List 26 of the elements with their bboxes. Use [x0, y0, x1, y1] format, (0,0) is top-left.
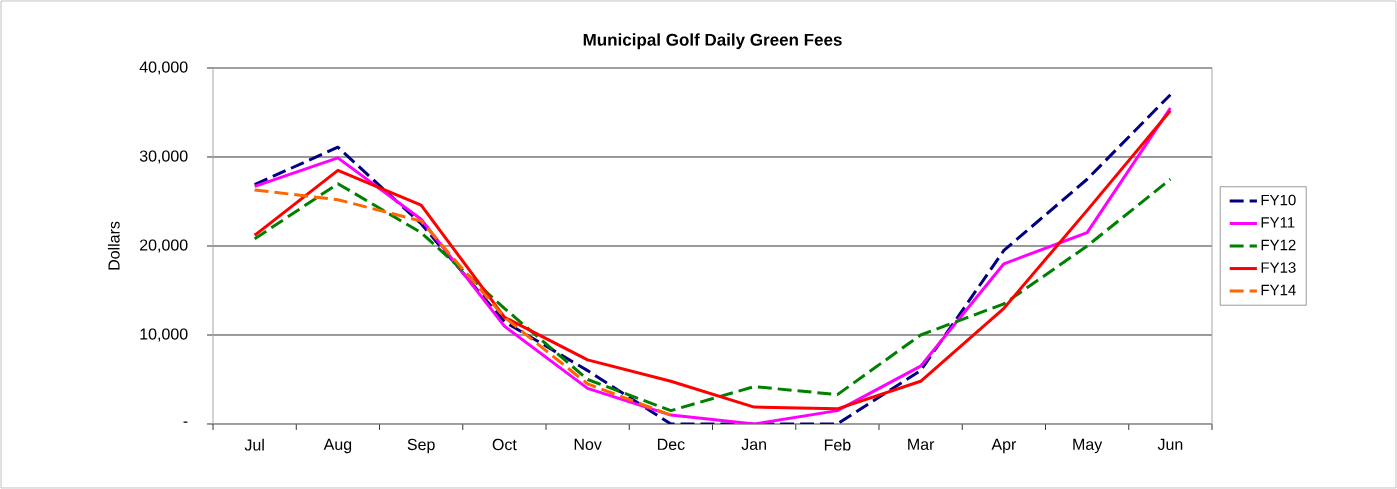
y-tick-label: 30,000 — [139, 150, 188, 164]
x-tick-label: Sep — [407, 438, 435, 454]
x-tick-label: Aug — [323, 438, 352, 454]
y-axis-title: Dollars — [107, 221, 120, 270]
legend-label: FY12 — [1261, 239, 1296, 251]
x-tick-label: Jun — [1157, 438, 1183, 451]
line-series — [253, 177, 1172, 413]
line-series — [253, 188, 673, 417]
legend-label: FY13 — [1261, 262, 1296, 273]
x-tick-label: Apr — [991, 438, 1017, 454]
x-tick-label: Nov — [574, 438, 602, 451]
x-tick-label: Dec — [657, 438, 685, 451]
y-tick-label: 20,000 — [140, 239, 188, 253]
chart-title: Municipal Golf Daily Green Fees — [583, 33, 842, 50]
legend-label: FY14 — [1261, 284, 1296, 296]
y-tick-label: - — [183, 421, 188, 423]
legend-label: FY11 — [1261, 217, 1295, 228]
x-tick-label: May — [1073, 438, 1103, 454]
legend-label: FY10 — [1261, 194, 1296, 206]
x-tick-label: Jul — [244, 438, 264, 451]
x-tick-label: Feb — [824, 438, 851, 451]
y-tick-label: 40,000 — [139, 61, 188, 75]
x-tick-label: Mar — [908, 438, 935, 451]
x-tick-label: Oct — [492, 438, 517, 451]
y-tick-label: 10,000 — [140, 328, 188, 342]
x-tick-label: Jan — [741, 438, 766, 451]
